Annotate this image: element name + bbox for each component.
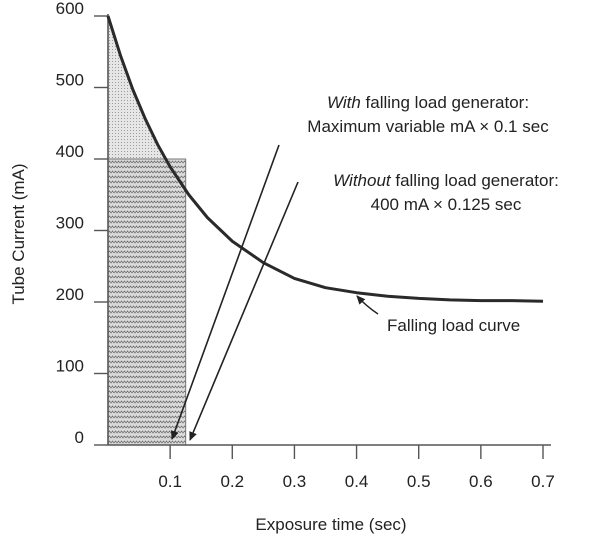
without-generator-formula: 400 mA × 0.125 sec <box>371 195 522 214</box>
curve-label: Falling load curve <box>387 316 520 335</box>
with-generator-arrow <box>170 144 280 440</box>
x-tick-label: 0.1 <box>158 472 182 491</box>
with-italic: With <box>327 93 361 112</box>
y-axis-title: Tube Current (mA) <box>9 163 28 304</box>
x-tick-label: 0.5 <box>407 472 431 491</box>
with-generator-formula: Maximum variable mA × 0.1 sec <box>307 117 549 136</box>
x-tick-label: 0.4 <box>345 472 369 491</box>
y-tick-label: 400 <box>56 142 84 161</box>
y-tick-label: 100 <box>56 357 84 376</box>
x-tick-label: 0.6 <box>469 472 493 491</box>
y-tick-label: 0 <box>75 428 84 447</box>
fixed-load-rectangle <box>107 158 187 446</box>
without-generator-label: Without falling load generator: <box>333 171 559 190</box>
y-axis-ticks: 0 100 200 300 400 500 600 <box>56 0 108 447</box>
y-tick-label: 500 <box>56 71 84 90</box>
curve-label-arrow <box>356 295 379 315</box>
x-tick-label: 0.7 <box>531 472 555 491</box>
falling-load-curve <box>106 15 544 303</box>
y-tick-label: 600 <box>56 0 84 18</box>
x-axis-title: Exposure time (sec) <box>255 515 406 534</box>
x-tick-label: 0.3 <box>283 472 307 491</box>
y-tick-label: 300 <box>56 214 84 233</box>
without-rest: falling load generator: <box>391 171 559 190</box>
with-generator-label: With falling load generator: <box>327 93 529 112</box>
y-tick-label: 200 <box>56 285 84 304</box>
without-italic: Without <box>333 171 392 190</box>
without-generator-arrow <box>189 181 299 441</box>
x-tick-label: 0.2 <box>220 472 244 491</box>
x-axis-ticks: 0.1 0.2 0.3 0.4 0.5 0.6 0.7 <box>158 445 555 491</box>
with-rest: falling load generator: <box>361 93 529 112</box>
